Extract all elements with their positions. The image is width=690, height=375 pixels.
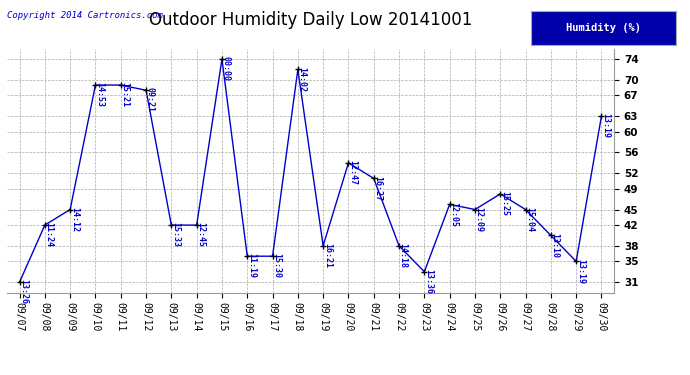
Text: 14:53: 14:53 [95, 82, 104, 107]
Text: 09:21: 09:21 [146, 87, 155, 112]
Text: 15:04: 15:04 [525, 207, 534, 232]
Text: 16:21: 16:21 [323, 243, 332, 268]
Text: 15:25: 15:25 [500, 191, 509, 216]
Text: 00:00: 00:00 [221, 56, 230, 81]
Text: 14:18: 14:18 [399, 243, 408, 268]
Text: 14:02: 14:02 [297, 67, 306, 92]
Text: 16:27: 16:27 [373, 176, 382, 201]
Text: Outdoor Humidity Daily Low 20141001: Outdoor Humidity Daily Low 20141001 [149, 11, 472, 29]
Text: 12:45: 12:45 [197, 222, 206, 247]
Text: 12:09: 12:09 [475, 207, 484, 232]
Text: 13:19: 13:19 [601, 113, 610, 138]
Text: 12:05: 12:05 [449, 201, 458, 226]
Text: Copyright 2014 Cartronics.com: Copyright 2014 Cartronics.com [7, 11, 163, 20]
Text: 13:19: 13:19 [576, 259, 585, 284]
Text: 14:12: 14:12 [70, 207, 79, 232]
Text: 15:30: 15:30 [273, 254, 282, 278]
Text: 13:36: 13:36 [424, 269, 433, 294]
Text: Humidity (%): Humidity (%) [566, 23, 641, 33]
Text: 15:33: 15:33 [171, 222, 180, 247]
Text: 11:24: 11:24 [45, 222, 54, 247]
Text: 12:47: 12:47 [348, 160, 357, 185]
Text: 13:10: 13:10 [551, 232, 560, 258]
Text: 15:21: 15:21 [121, 82, 130, 107]
Text: 11:19: 11:19 [247, 254, 256, 278]
Text: 13:26: 13:26 [19, 279, 28, 304]
